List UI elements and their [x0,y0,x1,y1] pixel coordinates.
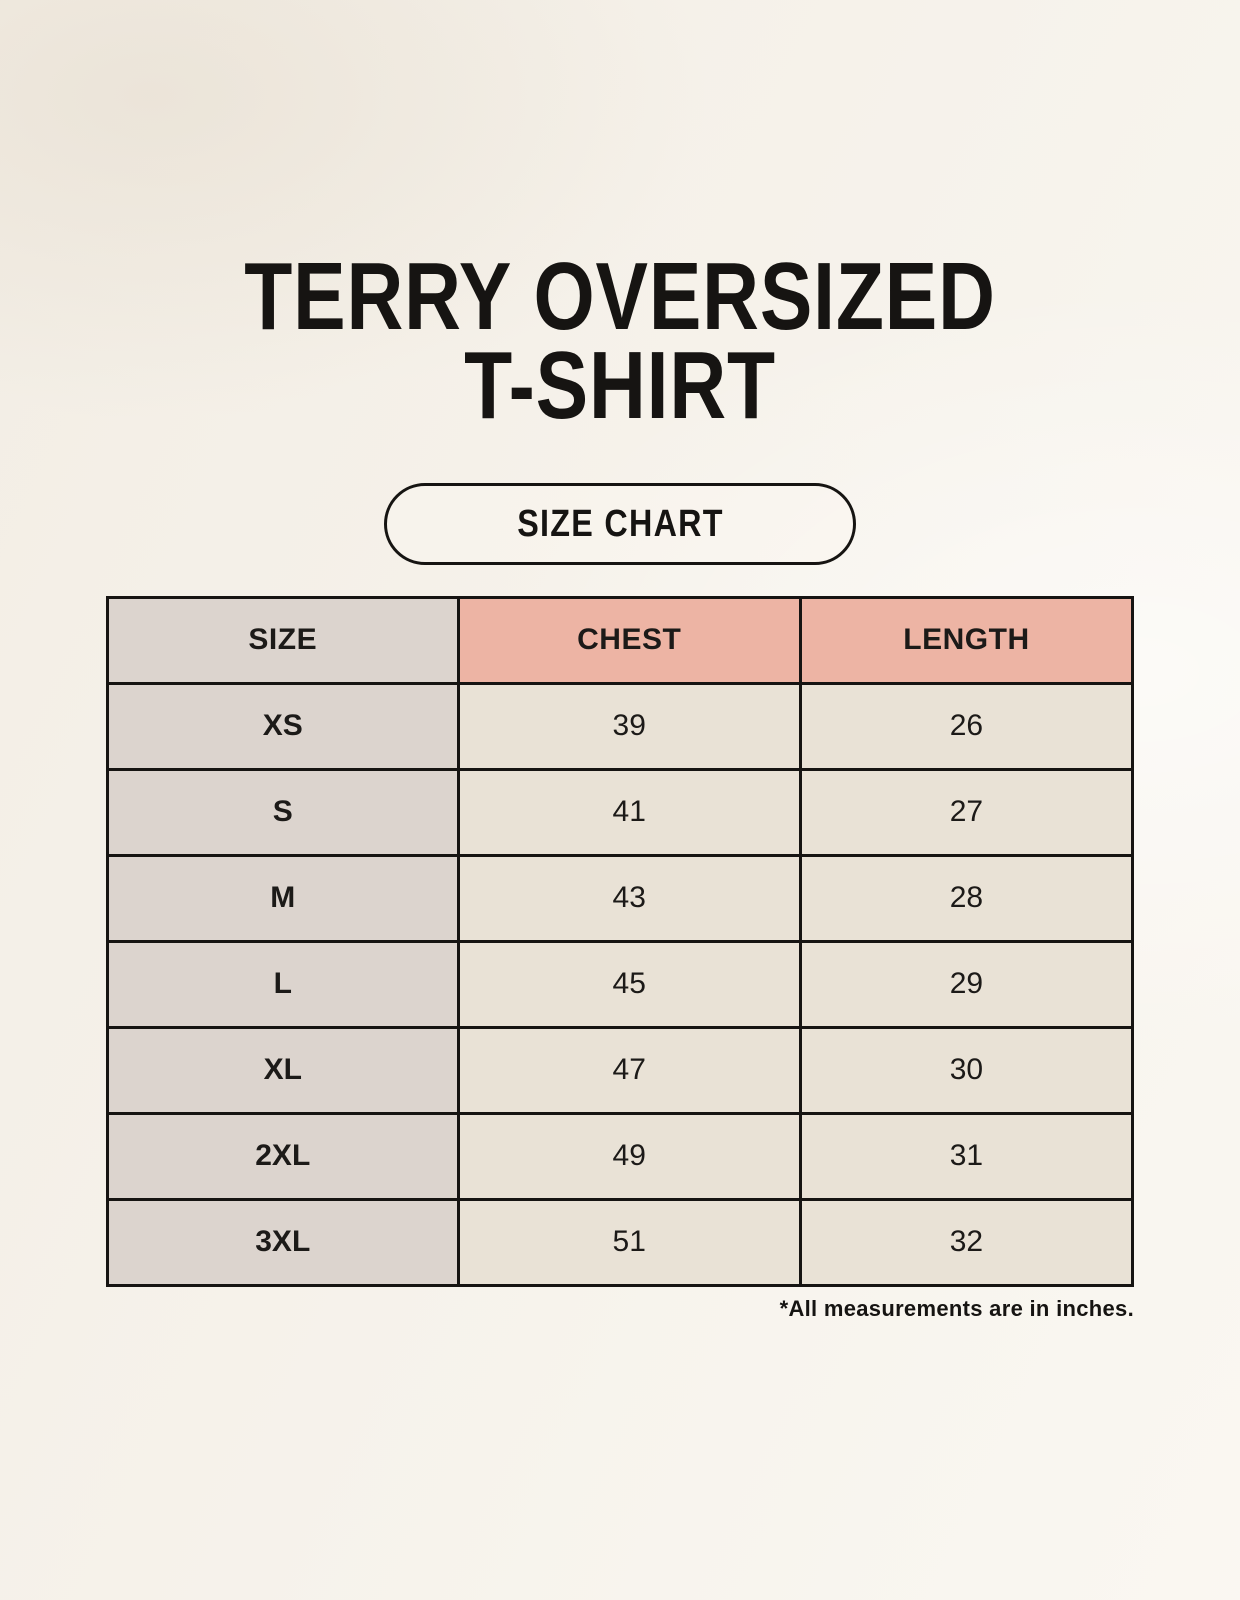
product-title-line1: TERRY OVERSIZED [244,243,996,350]
size-cell: 2XL [106,1111,460,1201]
table-row: XS 39 26 [106,681,1135,771]
column-header-length: LENGTH [798,595,1135,685]
product-title: TERRY OVERSIZED T-SHIRT [112,243,1129,440]
chest-cell: 49 [456,1111,802,1201]
size-cell: L [106,939,460,1029]
chest-cell: 51 [456,1197,802,1287]
measurements-footnote: *All measurements are in inches. [779,1295,1134,1321]
table-header-row: SIZE CHEST LENGTH [106,595,1135,685]
chest-cell: 39 [456,681,802,771]
size-cell: S [106,767,460,857]
length-cell: 29 [798,939,1135,1029]
table-row: S 41 27 [106,767,1135,857]
table-row: XL 47 30 [106,1025,1135,1115]
length-cell: 31 [798,1111,1135,1201]
size-chart-button-label: SIZE CHART [516,502,724,545]
size-cell: M [106,853,460,943]
size-cell: XL [106,1025,460,1115]
column-header-chest: CHEST [456,595,802,685]
table-row: 2XL 49 31 [106,1111,1135,1201]
table-row: L 45 29 [106,939,1135,1029]
size-cell: 3XL [106,1197,460,1287]
length-cell: 27 [798,767,1135,857]
chest-cell: 45 [456,939,802,1029]
chest-cell: 43 [456,853,802,943]
table-row: M 43 28 [106,853,1135,943]
size-chart-button[interactable]: SIZE CHART [384,482,856,565]
length-cell: 28 [798,853,1135,943]
product-title-line2: T-SHIRT [464,332,776,440]
size-table: SIZE CHEST LENGTH XS 39 26 S 41 27 M 43 28 L 45 29 X… [106,595,1135,1287]
table-row: 3XL 51 32 [106,1197,1135,1287]
chest-cell: 41 [456,767,802,857]
length-cell: 32 [798,1197,1135,1287]
length-cell: 30 [798,1025,1135,1115]
column-header-size: SIZE [106,595,460,685]
size-cell: XS [106,681,460,771]
length-cell: 26 [798,681,1135,771]
chest-cell: 47 [456,1025,802,1115]
